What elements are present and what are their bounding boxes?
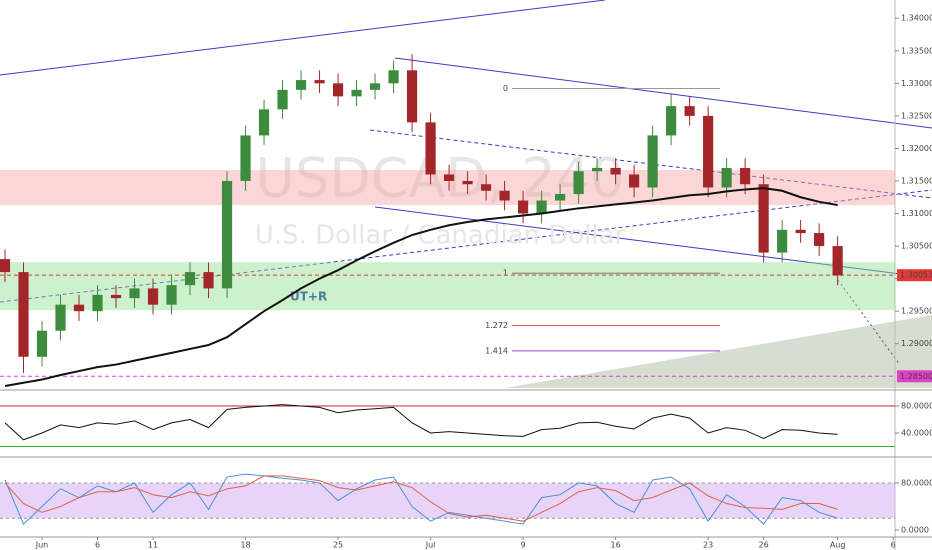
- candle-body: [129, 288, 140, 299]
- x-tick-label: 9: [521, 541, 526, 550]
- y-tick-label: 1.30500: [901, 242, 932, 251]
- level-label-box: [897, 370, 932, 383]
- candle-body: [73, 304, 85, 312]
- level-label-box: [897, 269, 932, 282]
- candle-body: [295, 80, 307, 90]
- candle-body: [166, 285, 177, 305]
- candle-body: [573, 171, 584, 194]
- candle-body: [351, 89, 362, 97]
- indicator-line: [4, 404, 838, 441]
- x-tick-label: 11: [148, 541, 158, 550]
- candle-body: [647, 135, 658, 188]
- candle-body: [536, 200, 547, 214]
- candle-body: [814, 233, 825, 247]
- candle-body: [555, 194, 566, 201]
- trendline: [394, 57, 932, 129]
- projection-wedge: [505, 315, 932, 388]
- fib-label: 1.414: [485, 346, 508, 355]
- y-tick-label: 80.0000: [901, 478, 932, 487]
- candle-body: [740, 167, 751, 185]
- y-tick-label: 1.34000: [901, 14, 932, 23]
- candle-body: [184, 272, 196, 286]
- y-tick-label: 80.0000: [901, 402, 932, 411]
- candle-body: [832, 246, 843, 276]
- candle-body: [18, 272, 29, 357]
- trendline: [0, 0, 606, 76]
- candle-body: [795, 229, 806, 234]
- candle-body: [610, 167, 621, 175]
- indicator-line: [4, 475, 838, 522]
- candle-body: [777, 229, 788, 253]
- candle-body: [684, 106, 695, 116]
- candle-body: [240, 135, 251, 181]
- candle-body: [517, 200, 529, 214]
- candle-body: [425, 122, 436, 175]
- y-tick-label: 1.29000: [901, 339, 932, 348]
- candle-body: [221, 180, 233, 289]
- candle-body: [203, 272, 214, 289]
- candle-body: [55, 304, 66, 331]
- watermark-description: U.S. Dollar / Canadian Dollar: [255, 221, 626, 251]
- candle-body: [36, 330, 48, 357]
- indicator-line: [4, 473, 838, 525]
- x-tick-label: 6: [95, 541, 100, 550]
- candle-body: [592, 167, 603, 172]
- fib-label: 1.272: [485, 321, 508, 330]
- trendline: [0, 189, 932, 303]
- candle-body: [703, 115, 714, 188]
- candle-body: [499, 190, 510, 201]
- candle-body: [0, 259, 11, 273]
- annotation: UT+R: [290, 290, 327, 304]
- level-label: 1.30053: [900, 271, 932, 280]
- x-tick-label: 6: [891, 541, 896, 550]
- moving-average: [4, 187, 838, 388]
- candle-body: [147, 288, 159, 305]
- x-tick-label: Jul: [425, 541, 436, 550]
- y-tick-label: 40.0000: [901, 428, 932, 437]
- y-tick-label: 1.31000: [901, 209, 932, 218]
- x-tick-label: Jun: [35, 541, 49, 550]
- y-tick-label: 1.32000: [901, 144, 932, 153]
- candle-body: [462, 180, 473, 185]
- x-tick-label: 26: [759, 541, 769, 550]
- candle-body: [480, 184, 492, 191]
- x-tick-label: 16: [611, 541, 621, 550]
- candle-body: [443, 174, 455, 181]
- candle-body: [629, 174, 640, 188]
- x-tick-label: 18: [240, 541, 250, 550]
- level-label: 1.28500: [900, 372, 932, 381]
- fib-label: 1: [503, 269, 508, 278]
- candle-body: [92, 294, 103, 312]
- candle-body: [314, 80, 325, 84]
- x-tick-label: 25: [333, 541, 343, 550]
- candle-body: [406, 70, 418, 123]
- y-tick-label: 1.33500: [901, 46, 932, 55]
- y-tick-label: 1.31500: [901, 176, 932, 185]
- fib-label: 0: [503, 84, 508, 93]
- y-tick-label: 1.32500: [901, 111, 932, 120]
- candle-body: [277, 89, 288, 110]
- x-tick-label: Aug: [830, 541, 846, 550]
- candle-body: [758, 184, 769, 253]
- candle-body: [369, 83, 381, 90]
- candle-body: [666, 106, 677, 136]
- y-tick-label: 0.0000: [901, 526, 929, 535]
- candle-body: [388, 70, 399, 84]
- x-tick-label: 23: [703, 541, 713, 550]
- candle-body: [258, 109, 270, 136]
- y-tick-label: 1.29500: [901, 307, 932, 316]
- y-tick-label: 1.33000: [901, 79, 932, 88]
- candle-body: [721, 167, 732, 188]
- candle-body: [332, 83, 344, 97]
- candle-body: [110, 294, 122, 299]
